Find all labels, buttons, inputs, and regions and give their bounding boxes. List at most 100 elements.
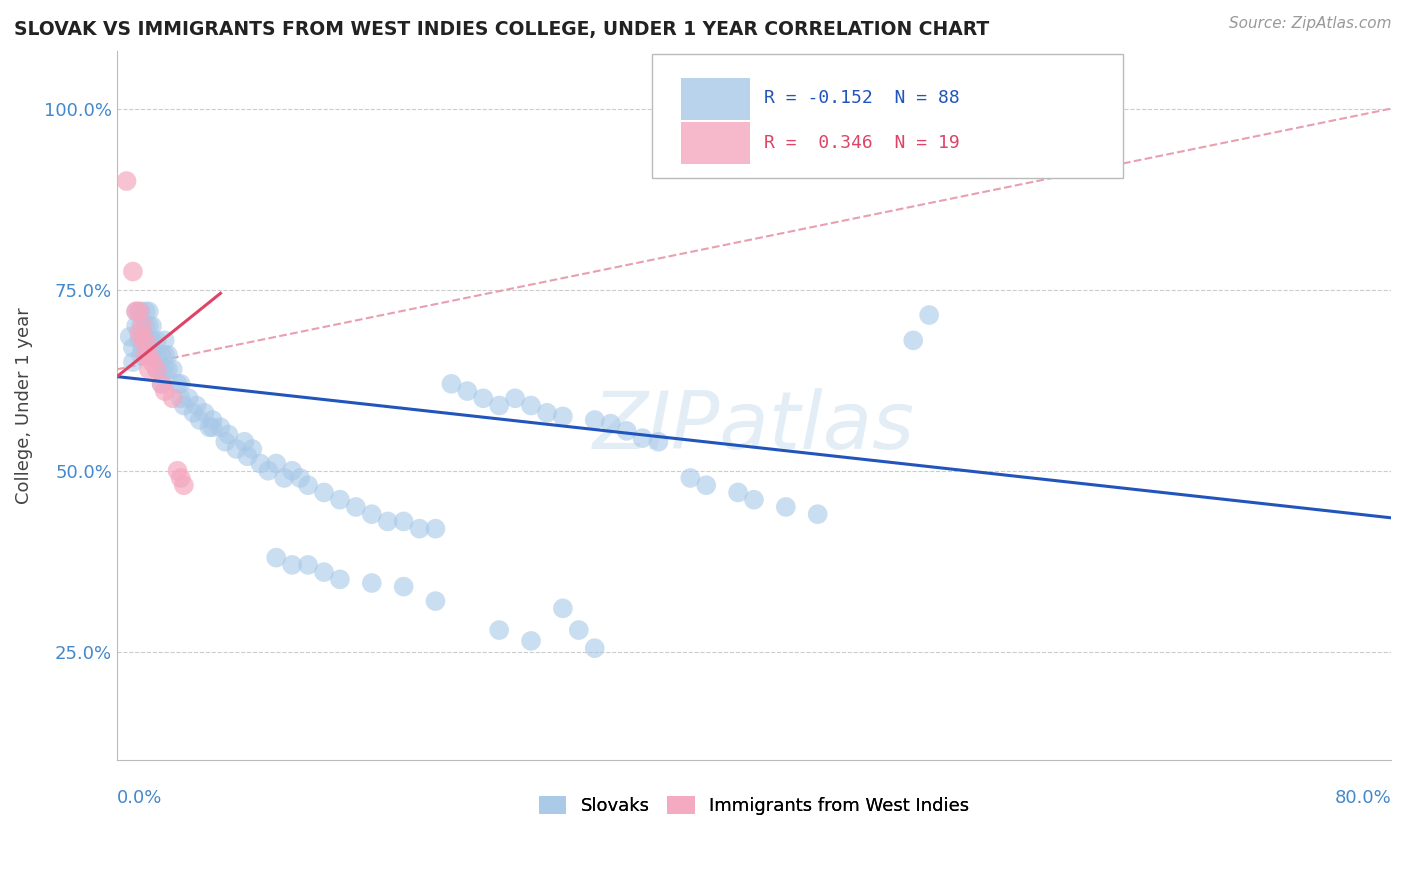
Legend: Slovaks, Immigrants from West Indies: Slovaks, Immigrants from West Indies [531, 789, 976, 822]
Point [146, 362, 169, 376]
Point [146, 348, 169, 362]
Text: 0.0%: 0.0% [117, 789, 162, 807]
Text: SLOVAK VS IMMIGRANTS FROM WEST INDIES COLLEGE, UNDER 1 YEAR CORRELATION CHART: SLOVAK VS IMMIGRANTS FROM WEST INDIES CO… [14, 20, 990, 38]
Point [153, 362, 176, 376]
Point [128, 304, 150, 318]
Point [551, 601, 574, 615]
Point [135, 348, 157, 362]
Point [173, 478, 195, 492]
Point [297, 478, 319, 492]
Point [170, 392, 193, 406]
Point [129, 304, 152, 318]
Point [233, 434, 256, 449]
Point [138, 318, 160, 333]
Point [214, 434, 236, 449]
Point [122, 341, 145, 355]
Point [129, 318, 152, 333]
Point [193, 406, 215, 420]
Point [131, 334, 153, 348]
Point [146, 334, 169, 348]
Point [150, 348, 173, 362]
Point [647, 434, 669, 449]
Point [329, 492, 352, 507]
Point [141, 355, 163, 369]
Point [536, 406, 558, 420]
Point [162, 362, 184, 376]
Point [520, 399, 543, 413]
Point [131, 341, 153, 355]
Text: R = -0.152  N = 88: R = -0.152 N = 88 [765, 89, 960, 107]
Point [583, 413, 606, 427]
FancyBboxPatch shape [682, 78, 751, 120]
Point [138, 304, 160, 318]
Text: ZIPatlas: ZIPatlas [593, 388, 915, 466]
Point [236, 449, 259, 463]
Point [273, 471, 295, 485]
Point [128, 334, 150, 348]
Point [135, 334, 157, 348]
Text: 80.0%: 80.0% [1334, 789, 1391, 807]
Point [125, 318, 148, 333]
Point [150, 362, 173, 376]
Point [392, 515, 415, 529]
Point [183, 406, 205, 420]
Point [264, 550, 287, 565]
Point [249, 457, 271, 471]
Point [456, 384, 478, 398]
Point [392, 580, 415, 594]
Point [520, 634, 543, 648]
Point [118, 330, 141, 344]
Point [616, 424, 638, 438]
Point [153, 384, 176, 398]
Point [225, 442, 247, 456]
Point [156, 348, 179, 362]
FancyBboxPatch shape [682, 122, 751, 164]
Point [281, 558, 304, 572]
FancyBboxPatch shape [652, 54, 1123, 178]
Point [440, 376, 463, 391]
Point [360, 507, 382, 521]
Point [679, 471, 702, 485]
Point [568, 623, 591, 637]
Point [377, 515, 399, 529]
Y-axis label: College, Under 1 year: College, Under 1 year [15, 307, 32, 504]
Point [156, 362, 179, 376]
Point [583, 641, 606, 656]
Point [141, 334, 163, 348]
Point [173, 399, 195, 413]
Point [166, 464, 188, 478]
Point [297, 558, 319, 572]
Point [599, 417, 621, 431]
Point [488, 623, 510, 637]
Point [408, 522, 430, 536]
Point [170, 471, 193, 485]
Point [122, 264, 145, 278]
Point [551, 409, 574, 424]
Point [240, 442, 263, 456]
Point [122, 355, 145, 369]
Text: R =  0.346  N = 19: R = 0.346 N = 19 [765, 134, 960, 152]
Point [135, 304, 157, 318]
Point [918, 308, 941, 322]
Text: Source: ZipAtlas.com: Source: ZipAtlas.com [1229, 16, 1392, 31]
Point [150, 376, 173, 391]
Point [727, 485, 749, 500]
Point [360, 576, 382, 591]
Point [135, 348, 157, 362]
Point [329, 573, 352, 587]
Point [503, 392, 526, 406]
Point [264, 457, 287, 471]
Point [201, 420, 224, 434]
Point [257, 464, 280, 478]
Point [135, 318, 157, 333]
Point [115, 174, 138, 188]
Point [170, 376, 193, 391]
Point [344, 500, 367, 514]
Point [201, 413, 224, 427]
Point [125, 304, 148, 318]
Point [281, 464, 304, 478]
Point [150, 376, 173, 391]
Point [153, 348, 176, 362]
Point [177, 392, 200, 406]
Point [903, 334, 925, 348]
